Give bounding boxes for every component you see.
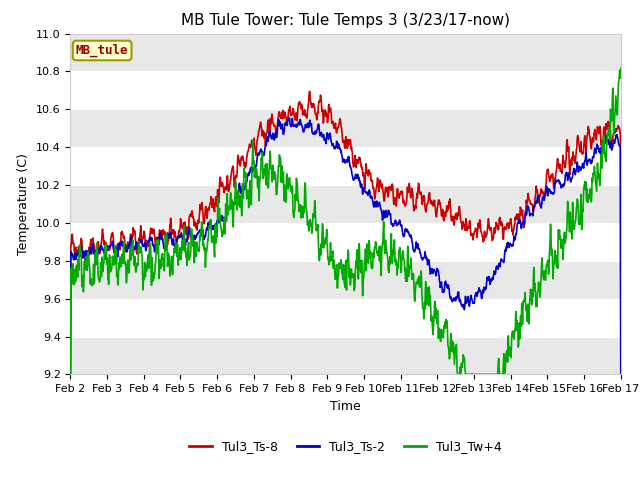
Bar <box>70 261 621 299</box>
Text: MB_tule: MB_tule <box>76 44 129 57</box>
Bar <box>70 185 621 223</box>
Bar <box>70 34 621 72</box>
Title: MB Tule Tower: Tule Temps 3 (3/23/17-now): MB Tule Tower: Tule Temps 3 (3/23/17-now… <box>181 13 510 28</box>
Bar <box>70 109 621 147</box>
Y-axis label: Temperature (C): Temperature (C) <box>17 153 30 255</box>
Legend: Tul3_Ts-8, Tul3_Ts-2, Tul3_Tw+4: Tul3_Ts-8, Tul3_Ts-2, Tul3_Tw+4 <box>184 435 507 458</box>
X-axis label: Time: Time <box>330 400 361 413</box>
Bar <box>70 336 621 374</box>
